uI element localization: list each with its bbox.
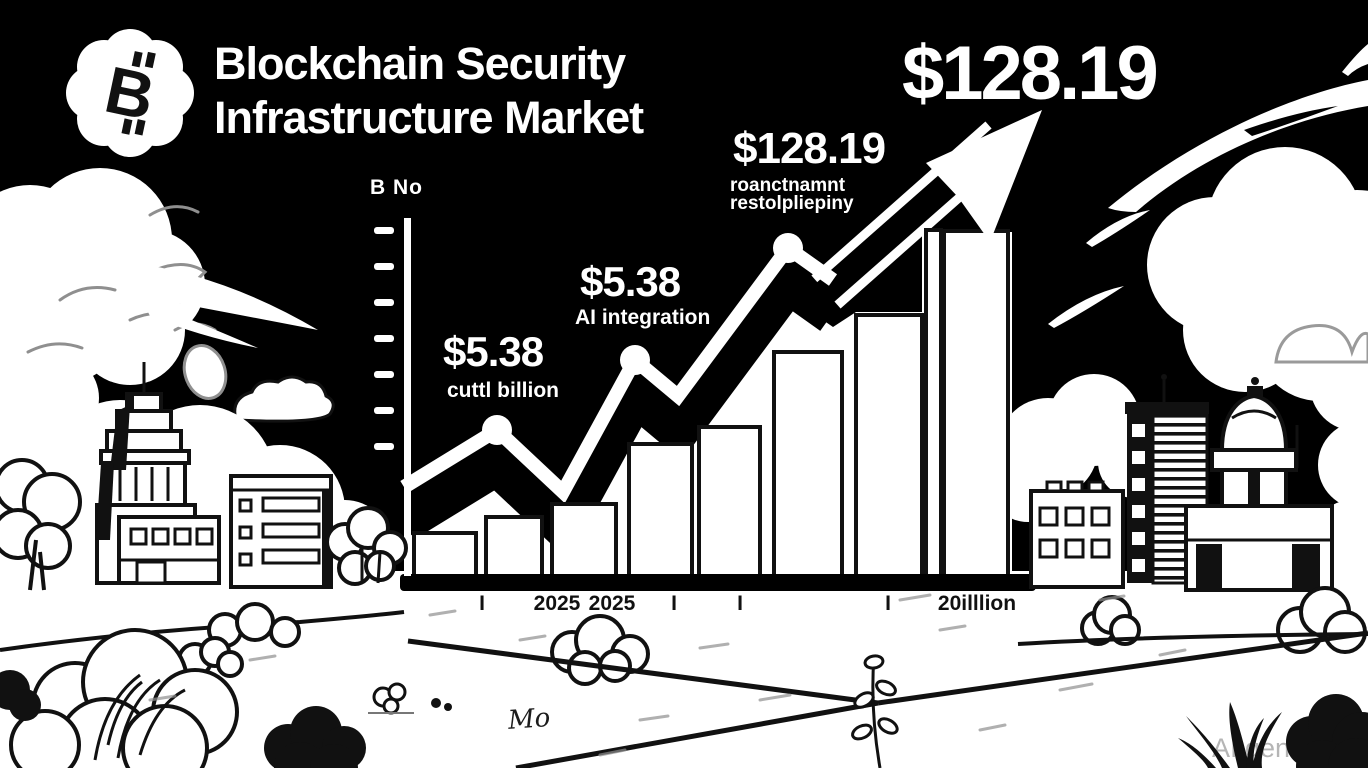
bitcoin-badge: B	[66, 29, 194, 157]
growth-line-dots	[482, 233, 803, 445]
grass-hatch-dashes	[148, 593, 1187, 757]
black-scalloped-bush-center	[264, 706, 366, 768]
bar-series	[412, 228, 1010, 585]
right-swoosh	[1048, 44, 1368, 328]
left-shooting-star-swoosh	[128, 262, 318, 348]
right-bushes	[1080, 586, 1367, 654]
right-skyscraper	[1125, 374, 1209, 585]
bar-5	[697, 425, 762, 585]
right-white-building	[1029, 480, 1125, 589]
white-flower	[368, 682, 414, 715]
left-office-building	[229, 474, 333, 589]
small-cloud-left-center	[233, 375, 335, 423]
right-dome-building	[1184, 377, 1334, 592]
bar-2	[484, 515, 544, 585]
horizon-bush-cluster	[177, 602, 650, 686]
plant-sprig	[851, 654, 899, 768]
left-tree	[0, 458, 82, 591]
black-corner-bush	[1286, 694, 1368, 768]
bar-9	[942, 229, 1010, 585]
bar-3	[550, 502, 618, 585]
black-spiky-grass	[1178, 702, 1282, 768]
left-bushes	[325, 506, 408, 586]
y-axis-line	[404, 218, 411, 576]
bar-4	[627, 442, 694, 585]
right-cloud-bump	[1274, 324, 1368, 364]
bar-7	[854, 313, 924, 585]
bar-8	[924, 228, 943, 585]
field-path-lines	[407, 630, 1368, 768]
bottom-left-leafy-bush	[9, 628, 239, 768]
ground-handwriting: Mo	[506, 703, 551, 736]
y-axis-ticks	[374, 227, 394, 450]
tiny-black-dots	[431, 698, 452, 711]
arrow-head	[926, 110, 1042, 242]
x-axis-baseline	[400, 574, 1036, 591]
left-window-building	[117, 515, 221, 585]
bar-6	[772, 350, 844, 585]
right-grass-line	[1017, 632, 1368, 646]
line-shadow-band	[392, 250, 846, 561]
black-blob-left-edge	[0, 670, 41, 721]
